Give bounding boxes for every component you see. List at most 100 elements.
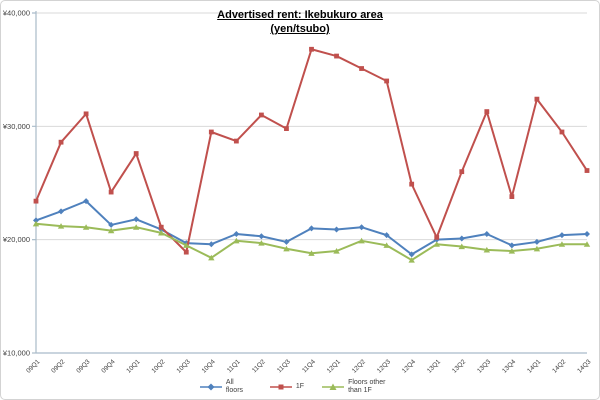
data-point-marker — [132, 224, 140, 230]
x-axis-label: 12Q4 — [401, 358, 417, 374]
legend-item-floors-other: Floors other than 1F — [322, 379, 400, 397]
data-point-marker — [82, 224, 90, 230]
data-point-marker — [233, 231, 240, 237]
data-point-marker — [158, 224, 164, 230]
data-point-marker — [408, 257, 415, 263]
data-point-marker — [384, 78, 390, 84]
x-axis-label: 13Q2 — [451, 358, 467, 374]
y-axis-label: ¥40,000 — [3, 9, 30, 18]
data-point-marker — [483, 231, 490, 237]
data-point-marker — [583, 241, 591, 247]
data-point-marker — [309, 46, 314, 52]
data-point-marker — [508, 242, 515, 249]
data-point-marker — [584, 231, 590, 237]
data-point-marker — [559, 129, 565, 135]
x-axis-label: 11Q3 — [276, 358, 292, 374]
data-point-marker — [83, 111, 89, 117]
data-point-marker — [107, 227, 115, 234]
legend-label-1f: 1F — [295, 382, 305, 390]
x-axis-label: 09Q1 — [25, 358, 41, 374]
data-point-marker — [383, 232, 390, 239]
data-point-marker — [233, 138, 239, 144]
x-axis-label: 11Q2 — [251, 358, 267, 374]
legend-marker-all-floors-icon — [199, 383, 222, 391]
data-point-marker — [58, 208, 65, 215]
x-axis-label: 09Q4 — [100, 358, 116, 374]
data-point-marker — [533, 245, 541, 252]
legend-marker-floors-other-icon — [322, 383, 345, 391]
legend-label-all-floors: All floors — [225, 378, 244, 395]
x-axis-label: 13Q3 — [476, 358, 492, 374]
legend-item-all-floors: All floors — [199, 378, 252, 397]
data-point-marker — [534, 96, 540, 102]
data-point-marker — [459, 169, 465, 175]
data-point-marker — [359, 66, 364, 71]
y-axis-label: ¥20,000 — [3, 235, 30, 244]
data-point-marker — [133, 151, 139, 156]
legend-marker-1f-icon — [269, 384, 292, 390]
x-axis-label: 11Q1 — [226, 358, 242, 374]
data-point-marker — [334, 53, 339, 59]
x-axis-label: 14Q1 — [526, 358, 542, 374]
data-point-marker — [458, 243, 465, 250]
data-point-marker — [508, 248, 516, 254]
data-point-marker — [58, 139, 64, 145]
data-point-marker — [183, 242, 190, 248]
data-point-marker — [558, 241, 566, 247]
data-point-marker — [33, 198, 39, 204]
data-point-marker — [358, 237, 365, 244]
data-point-marker — [283, 238, 290, 245]
data-point-marker — [32, 220, 40, 227]
x-axis-label: 10Q4 — [201, 358, 217, 374]
x-axis-label: 12Q3 — [376, 358, 392, 374]
data-point-marker — [108, 221, 115, 228]
data-point-marker — [208, 241, 215, 248]
data-point-marker — [484, 109, 490, 114]
x-axis-label: 13Q1 — [426, 358, 442, 374]
data-point-marker — [483, 246, 491, 253]
data-point-marker — [383, 242, 390, 248]
x-axis-label: 09Q2 — [50, 358, 66, 374]
data-point-marker — [208, 129, 214, 135]
data-point-marker — [358, 224, 365, 231]
data-point-marker — [433, 241, 440, 247]
data-point-marker — [183, 249, 189, 255]
data-point-marker — [283, 245, 290, 252]
data-point-marker — [333, 226, 340, 233]
x-axis-label: 10Q2 — [150, 358, 166, 374]
data-point-marker — [284, 126, 289, 131]
x-axis-label: 14Q3 — [576, 358, 592, 374]
y-axis-label: ¥30,000 — [3, 122, 30, 131]
x-axis-label: 09Q3 — [75, 358, 91, 374]
x-axis-label: 14Q2 — [551, 358, 567, 374]
data-point-marker — [258, 233, 265, 240]
data-point-marker — [258, 240, 265, 246]
data-point-marker — [458, 235, 465, 242]
data-point-marker — [408, 251, 415, 258]
legend-item-1f: 1F — [269, 382, 305, 392]
data-point-marker — [584, 168, 590, 173]
data-point-marker — [409, 181, 415, 187]
data-point-marker — [233, 237, 240, 244]
data-point-marker — [434, 235, 440, 240]
data-point-marker — [509, 194, 515, 199]
data-point-marker — [83, 198, 90, 205]
legend-label-floors-other: Floors other than 1F — [348, 378, 386, 395]
x-axis-label: 11Q4 — [301, 358, 317, 374]
x-axis-label: 12Q2 — [351, 358, 367, 374]
data-point-marker — [558, 232, 565, 239]
data-point-marker — [533, 238, 540, 245]
chart-legend: All floors 1F Floors other than 1F — [1, 379, 599, 397]
x-axis-label: 10Q3 — [175, 358, 191, 374]
y-axis-label: ¥10,000 — [3, 349, 30, 358]
data-point-marker — [308, 225, 315, 232]
data-point-marker — [133, 216, 140, 223]
x-axis-label: 12Q1 — [326, 358, 342, 374]
data-point-marker — [57, 223, 65, 229]
series-line — [35, 48, 588, 254]
data-point-marker — [108, 189, 114, 195]
data-point-marker — [308, 250, 315, 256]
data-point-marker — [333, 248, 340, 254]
